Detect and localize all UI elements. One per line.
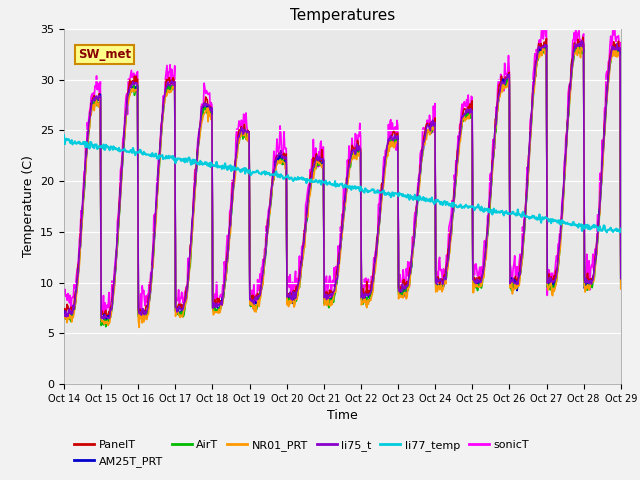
Legend: PanelT, AM25T_PRT, AirT, NR01_PRT, li75_t, li77_temp, sonicT: PanelT, AM25T_PRT, AirT, NR01_PRT, li75_… xyxy=(70,436,533,471)
Y-axis label: Temperature (C): Temperature (C) xyxy=(22,156,35,257)
Text: SW_met: SW_met xyxy=(78,48,131,61)
Title: Temperatures: Temperatures xyxy=(290,9,395,24)
X-axis label: Time: Time xyxy=(327,409,358,422)
